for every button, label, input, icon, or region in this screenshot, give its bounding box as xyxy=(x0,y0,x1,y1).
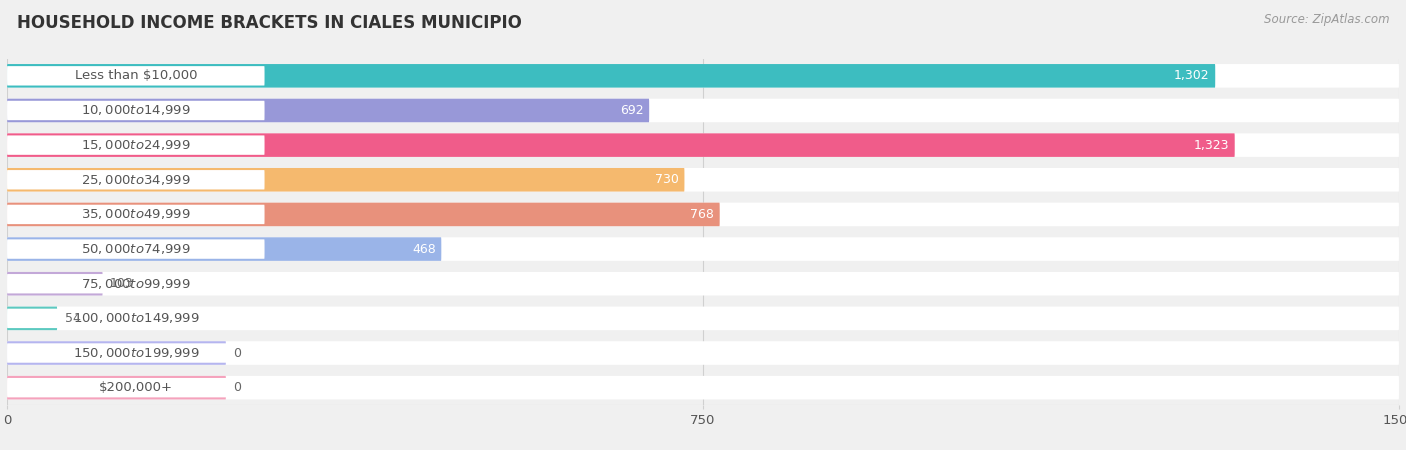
FancyBboxPatch shape xyxy=(7,168,685,192)
Text: 1,323: 1,323 xyxy=(1194,139,1229,152)
FancyBboxPatch shape xyxy=(7,205,264,224)
Text: $25,000 to $34,999: $25,000 to $34,999 xyxy=(82,173,191,187)
Text: $75,000 to $99,999: $75,000 to $99,999 xyxy=(82,277,191,291)
Text: 54: 54 xyxy=(65,312,80,325)
FancyBboxPatch shape xyxy=(7,133,1234,157)
Text: Source: ZipAtlas.com: Source: ZipAtlas.com xyxy=(1264,14,1389,27)
FancyBboxPatch shape xyxy=(7,202,720,226)
FancyBboxPatch shape xyxy=(7,239,264,259)
FancyBboxPatch shape xyxy=(7,99,1399,122)
FancyBboxPatch shape xyxy=(7,306,1399,330)
Text: 730: 730 xyxy=(655,173,679,186)
FancyBboxPatch shape xyxy=(7,341,226,365)
FancyBboxPatch shape xyxy=(7,306,58,330)
FancyBboxPatch shape xyxy=(7,133,1399,157)
Text: $150,000 to $199,999: $150,000 to $199,999 xyxy=(73,346,200,360)
FancyBboxPatch shape xyxy=(7,341,1399,365)
FancyBboxPatch shape xyxy=(7,64,1215,88)
Text: $10,000 to $14,999: $10,000 to $14,999 xyxy=(82,104,191,117)
FancyBboxPatch shape xyxy=(7,343,264,363)
FancyBboxPatch shape xyxy=(7,378,264,397)
Text: 0: 0 xyxy=(233,346,242,360)
Text: $50,000 to $74,999: $50,000 to $74,999 xyxy=(82,242,191,256)
Text: Less than $10,000: Less than $10,000 xyxy=(75,69,197,82)
FancyBboxPatch shape xyxy=(7,66,264,86)
Text: 1,302: 1,302 xyxy=(1174,69,1209,82)
Text: $35,000 to $49,999: $35,000 to $49,999 xyxy=(82,207,191,221)
Text: 768: 768 xyxy=(690,208,714,221)
Text: 468: 468 xyxy=(412,243,436,256)
Text: $15,000 to $24,999: $15,000 to $24,999 xyxy=(82,138,191,152)
FancyBboxPatch shape xyxy=(7,309,264,328)
FancyBboxPatch shape xyxy=(7,135,264,155)
FancyBboxPatch shape xyxy=(7,376,1399,400)
FancyBboxPatch shape xyxy=(7,272,1399,296)
FancyBboxPatch shape xyxy=(7,101,264,120)
FancyBboxPatch shape xyxy=(7,274,264,293)
FancyBboxPatch shape xyxy=(7,272,103,296)
FancyBboxPatch shape xyxy=(7,170,264,189)
FancyBboxPatch shape xyxy=(7,202,1399,226)
FancyBboxPatch shape xyxy=(7,64,1399,88)
FancyBboxPatch shape xyxy=(7,237,441,261)
Text: $200,000+: $200,000+ xyxy=(98,381,173,394)
Text: 692: 692 xyxy=(620,104,644,117)
FancyBboxPatch shape xyxy=(7,99,650,122)
FancyBboxPatch shape xyxy=(7,168,1399,192)
Text: 0: 0 xyxy=(233,381,242,394)
Text: HOUSEHOLD INCOME BRACKETS IN CIALES MUNICIPIO: HOUSEHOLD INCOME BRACKETS IN CIALES MUNI… xyxy=(17,14,522,32)
FancyBboxPatch shape xyxy=(7,376,226,400)
FancyBboxPatch shape xyxy=(7,237,1399,261)
Text: 103: 103 xyxy=(110,277,134,290)
Text: $100,000 to $149,999: $100,000 to $149,999 xyxy=(73,311,200,325)
